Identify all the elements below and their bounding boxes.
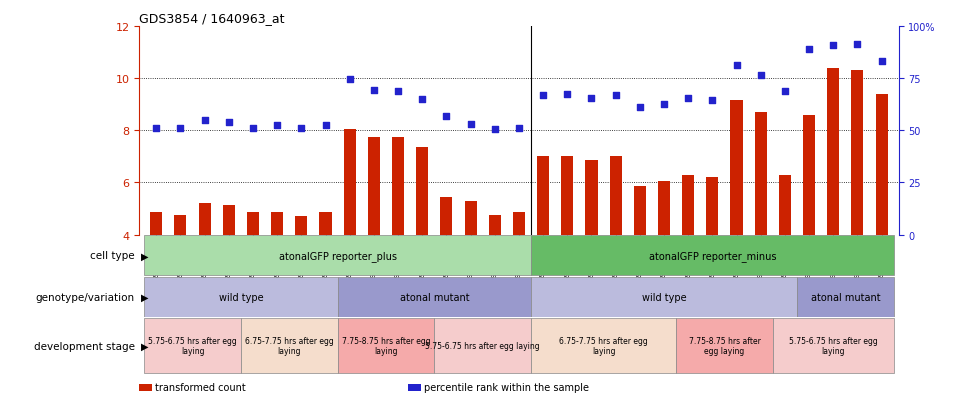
FancyBboxPatch shape (434, 319, 531, 373)
Point (269, 122, 284, 129)
Bar (392, 138, 404, 235)
Text: atonal mutant: atonal mutant (400, 292, 469, 302)
Point (221, 120, 236, 126)
Text: development stage: development stage (34, 341, 135, 351)
Bar (440, 197, 453, 235)
Bar (803, 115, 815, 235)
Text: cell type: cell type (90, 251, 135, 261)
Bar (150, 213, 162, 235)
Text: 7.75-8.75 hrs after egg
laying: 7.75-8.75 hrs after egg laying (342, 336, 431, 356)
Bar (271, 213, 283, 235)
FancyBboxPatch shape (144, 236, 531, 275)
FancyBboxPatch shape (531, 277, 797, 317)
Point (874, 59, 889, 65)
Point (608, 93, 624, 99)
Point (777, 89, 793, 95)
FancyBboxPatch shape (337, 319, 434, 373)
Point (439, 113, 455, 120)
Point (850, 42, 865, 48)
Bar (464, 201, 477, 235)
Bar (778, 175, 791, 235)
Point (173, 125, 188, 132)
Point (318, 122, 333, 129)
Bar (489, 216, 501, 235)
FancyBboxPatch shape (677, 319, 773, 373)
Text: 5.75-6.75 hrs after egg
laying: 5.75-6.75 hrs after egg laying (148, 336, 237, 356)
Text: 6.75-7.75 hrs after egg
laying: 6.75-7.75 hrs after egg laying (245, 336, 333, 356)
Bar (730, 101, 743, 235)
Bar (319, 213, 332, 235)
Point (825, 43, 841, 50)
Point (583, 95, 599, 102)
Bar (537, 157, 549, 235)
Text: ▶: ▶ (141, 292, 149, 302)
Bar (247, 213, 259, 235)
Point (149, 125, 164, 132)
Bar (585, 161, 598, 235)
Point (197, 117, 212, 124)
Point (463, 121, 479, 128)
FancyBboxPatch shape (531, 236, 894, 275)
Point (414, 96, 430, 103)
Point (801, 47, 817, 54)
Text: 5.75-6.75 hrs after egg laying: 5.75-6.75 hrs after egg laying (426, 342, 540, 350)
Text: wild type: wild type (218, 292, 263, 302)
Text: 5.75-6.75 hrs after egg
laying: 5.75-6.75 hrs after egg laying (789, 336, 877, 356)
Point (704, 98, 720, 104)
Point (656, 102, 672, 108)
Bar (513, 213, 525, 235)
Bar (561, 157, 574, 235)
Point (632, 104, 648, 111)
Point (680, 95, 696, 102)
Text: atonal mutant: atonal mutant (810, 292, 880, 302)
FancyBboxPatch shape (144, 277, 337, 317)
Text: percentile rank within the sample: percentile rank within the sample (424, 382, 589, 392)
Text: 6.75-7.75 hrs after egg
laying: 6.75-7.75 hrs after egg laying (559, 336, 648, 356)
FancyBboxPatch shape (531, 319, 677, 373)
FancyBboxPatch shape (797, 277, 894, 317)
Point (728, 63, 744, 69)
Point (511, 125, 527, 132)
FancyBboxPatch shape (144, 319, 241, 373)
Point (342, 77, 357, 83)
Point (559, 91, 575, 98)
Text: wild type: wild type (642, 292, 686, 302)
Bar (754, 113, 767, 235)
Bar (174, 216, 186, 235)
Text: genotype/variation: genotype/variation (36, 292, 135, 302)
Bar (223, 205, 234, 235)
Point (753, 73, 769, 80)
Bar (416, 148, 429, 235)
Text: atonalGFP reporter_minus: atonalGFP reporter_minus (649, 250, 776, 261)
Bar (851, 71, 864, 235)
Point (245, 125, 260, 132)
Bar (706, 178, 719, 235)
Point (294, 125, 309, 132)
Text: ▶: ▶ (141, 251, 149, 261)
Bar (634, 187, 646, 235)
Point (390, 89, 406, 95)
Bar (609, 157, 622, 235)
Text: transformed count: transformed count (155, 382, 245, 392)
Bar (658, 182, 670, 235)
Bar (344, 130, 356, 235)
FancyBboxPatch shape (773, 319, 894, 373)
Text: GDS3854 / 1640963_at: GDS3854 / 1640963_at (139, 12, 284, 25)
Bar (199, 204, 210, 235)
Bar (827, 69, 839, 235)
Text: ▶: ▶ (141, 341, 149, 351)
Point (535, 93, 551, 99)
Bar (295, 217, 308, 235)
Bar (368, 138, 380, 235)
Bar (875, 95, 888, 235)
Text: atonalGFP reporter_plus: atonalGFP reporter_plus (279, 250, 397, 261)
FancyBboxPatch shape (241, 319, 337, 373)
Point (366, 87, 382, 94)
Text: 7.75-8.75 hrs after
egg laying: 7.75-8.75 hrs after egg laying (688, 336, 760, 356)
FancyBboxPatch shape (337, 277, 531, 317)
Point (487, 126, 503, 133)
Bar (682, 175, 694, 235)
